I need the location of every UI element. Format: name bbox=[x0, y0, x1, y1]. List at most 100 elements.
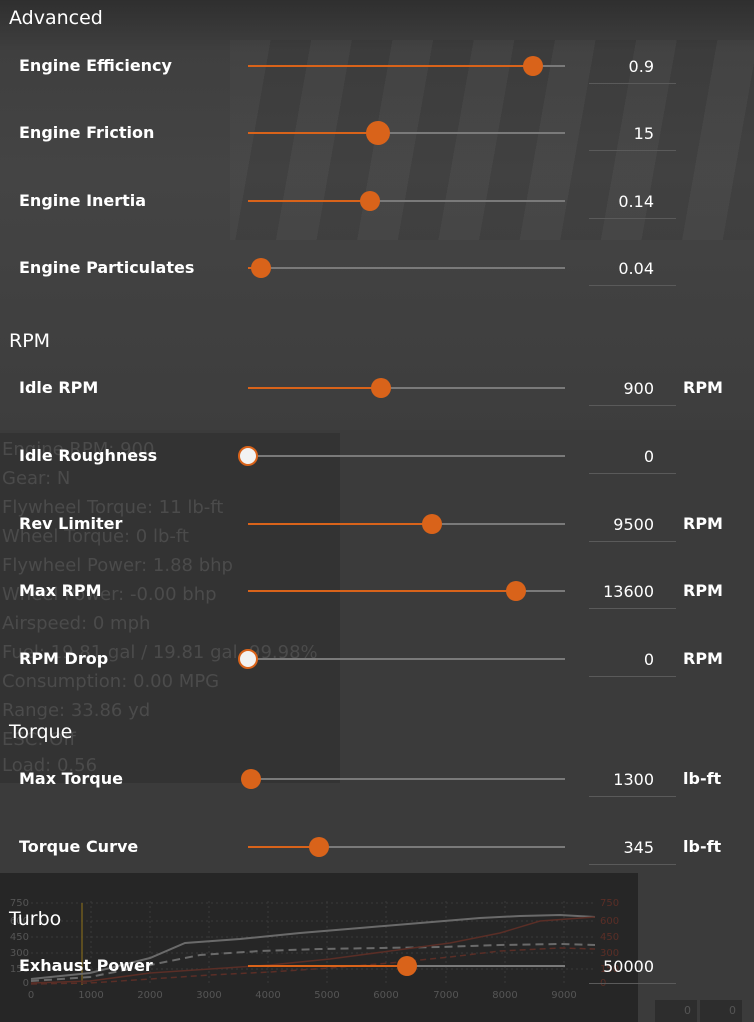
idle-rpm-slider[interactable] bbox=[248, 378, 565, 398]
x-tick: 3000 bbox=[196, 990, 221, 1001]
slider-handle[interactable] bbox=[396, 956, 417, 976]
engine-inertia-slider[interactable] bbox=[248, 191, 565, 211]
x-tick: 4000 bbox=[255, 990, 280, 1001]
right-tick: 600 bbox=[600, 916, 619, 927]
slider-fill bbox=[248, 200, 371, 202]
rpm-drop-slider[interactable] bbox=[238, 649, 565, 669]
slider-fill bbox=[248, 387, 382, 389]
rpm-drop-unit: RPM bbox=[683, 649, 723, 668]
idle-roughness-value[interactable]: 0 bbox=[589, 441, 676, 474]
idle-roughness-slider[interactable] bbox=[238, 446, 565, 466]
row-max-rpm: Max RPM 13600 RPM bbox=[0, 571, 754, 611]
max-rpm-slider[interactable] bbox=[248, 581, 565, 601]
y-tick: 300 bbox=[10, 948, 29, 959]
max-torque-value[interactable]: 1300 bbox=[589, 764, 676, 797]
rev-limiter-unit: RPM bbox=[683, 514, 723, 533]
slider-handle[interactable] bbox=[523, 56, 544, 76]
row-exhaust-power: Exhaust Power 50000 bbox=[0, 946, 754, 986]
slider-handle[interactable] bbox=[238, 649, 258, 669]
slider-handle[interactable] bbox=[241, 769, 262, 789]
slider-handle[interactable] bbox=[360, 191, 381, 211]
stat-range: Range: 33.86 yd bbox=[2, 700, 151, 721]
stat-engine-rpm: Engine RPM: 900 bbox=[2, 439, 155, 460]
section-title-turbo: Turbo bbox=[9, 908, 62, 930]
rev-limiter-value[interactable]: 9500 bbox=[589, 509, 676, 542]
engine-efficiency-slider[interactable] bbox=[248, 56, 565, 76]
engine-particulates-label: Engine Particulates bbox=[19, 258, 195, 277]
engine-efficiency-value[interactable]: 0.9 bbox=[589, 51, 676, 84]
slider-handle[interactable] bbox=[505, 581, 526, 601]
slider-handle[interactable] bbox=[421, 514, 442, 534]
row-engine-efficiency: Engine Efficiency 0.9 bbox=[0, 46, 754, 86]
stat-gear: Gear: N bbox=[2, 468, 71, 489]
x-tick: 5000 bbox=[314, 990, 339, 1001]
max-rpm-value[interactable]: 13600 bbox=[589, 576, 676, 609]
section-title-rpm: RPM bbox=[9, 330, 51, 352]
engine-efficiency-label: Engine Efficiency bbox=[19, 56, 172, 75]
engine-inertia-value[interactable]: 0.14 bbox=[589, 186, 676, 219]
slider-fill bbox=[248, 590, 516, 592]
torque-curve-slider[interactable] bbox=[248, 837, 565, 857]
slider-fill bbox=[248, 965, 407, 967]
stat-wheel-torque: Wheel Torque: 0 lb-ft bbox=[2, 526, 189, 547]
slider-handle[interactable] bbox=[365, 121, 390, 145]
corner-readout: 0 bbox=[700, 1000, 742, 1022]
engine-friction-slider[interactable] bbox=[248, 121, 565, 145]
x-tick: 1000 bbox=[78, 990, 103, 1001]
x-tick: 6000 bbox=[373, 990, 398, 1001]
y-tick: 600 bbox=[10, 916, 29, 927]
rev-limiter-slider[interactable] bbox=[248, 514, 565, 534]
engine-particulates-slider[interactable] bbox=[248, 258, 565, 278]
engine-friction-label: Engine Friction bbox=[19, 123, 155, 142]
engine-friction-value[interactable]: 15 bbox=[589, 118, 676, 151]
engine-inertia-label: Engine Inertia bbox=[19, 191, 147, 210]
stat-load: Load: 0.56 bbox=[2, 755, 98, 776]
row-idle-roughness: Idle Roughness 0 bbox=[0, 436, 754, 476]
max-torque-label: Max Torque bbox=[19, 769, 123, 788]
exhaust-power-label: Exhaust Power bbox=[19, 956, 153, 975]
exhaust-power-slider[interactable] bbox=[248, 956, 565, 976]
slider-fill bbox=[248, 65, 534, 67]
slider-fill bbox=[248, 132, 378, 134]
x-tick: 9000 bbox=[551, 990, 576, 1001]
engine-particulates-value[interactable]: 0.04 bbox=[589, 253, 676, 286]
row-rev-limiter: Rev Limiter 9500 RPM bbox=[0, 504, 754, 544]
stat-flywheel-torque: Flywheel Torque: 11 lb-ft bbox=[2, 497, 224, 518]
exhaust-power-value[interactable]: 50000 bbox=[589, 951, 676, 984]
idle-rpm-label: Idle RPM bbox=[19, 378, 99, 397]
viewport-background bbox=[0, 0, 754, 430]
y-tick: 0 bbox=[23, 978, 29, 989]
row-max-torque: Max Torque 1300 lb-ft bbox=[0, 759, 754, 799]
x-tick: 7000 bbox=[433, 990, 458, 1001]
slider-fill bbox=[248, 523, 432, 525]
max-rpm-label: Max RPM bbox=[19, 581, 102, 600]
section-title-advanced: Advanced bbox=[9, 7, 103, 29]
y-tick: 150 bbox=[10, 964, 29, 975]
row-engine-friction: Engine Friction 15 bbox=[0, 113, 754, 153]
idle-rpm-value[interactable]: 900 bbox=[589, 373, 676, 406]
torque-power-graph: 750 600 450 300 150 0 750 600 450 300 15… bbox=[0, 873, 638, 1022]
x-tick: 2000 bbox=[137, 990, 162, 1001]
row-torque-curve: Torque Curve 345 lb-ft bbox=[0, 827, 754, 867]
rpm-drop-label: RPM Drop bbox=[19, 649, 109, 668]
max-rpm-unit: RPM bbox=[683, 581, 723, 600]
slider-handle[interactable] bbox=[309, 837, 330, 857]
rev-limiter-label: Rev Limiter bbox=[19, 514, 123, 533]
row-rpm-drop: RPM Drop 0 RPM bbox=[0, 639, 754, 679]
slider-handle[interactable] bbox=[250, 258, 271, 278]
telemetry-overlay: Engine RPM: 900 Gear: N Flywheel Torque:… bbox=[0, 433, 340, 783]
slider-handle[interactable] bbox=[371, 378, 392, 398]
row-engine-inertia: Engine Inertia 0.14 bbox=[0, 181, 754, 221]
slider-handle[interactable] bbox=[238, 446, 258, 466]
x-tick: 8000 bbox=[492, 990, 517, 1001]
max-torque-unit: lb-ft bbox=[683, 769, 722, 788]
viewport-scene bbox=[230, 40, 754, 240]
torque-curve-unit: lb-ft bbox=[683, 837, 722, 856]
stat-esc: ESC: Off bbox=[2, 729, 76, 750]
slider-fill bbox=[248, 846, 320, 848]
max-torque-slider[interactable] bbox=[241, 769, 565, 789]
rpm-drop-value[interactable]: 0 bbox=[589, 644, 676, 677]
stat-wheel-power: Wheel Power: -0.00 bhp bbox=[2, 584, 217, 605]
torque-curve-value[interactable]: 345 bbox=[589, 832, 676, 865]
idle-roughness-label: Idle Roughness bbox=[19, 446, 158, 465]
